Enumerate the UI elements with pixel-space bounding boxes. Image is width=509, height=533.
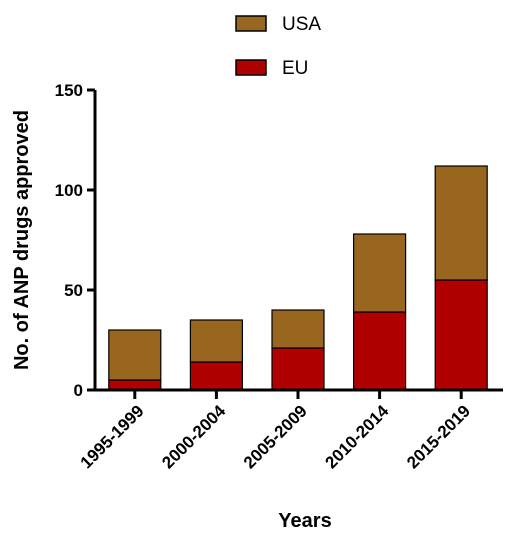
bars (108, 165, 488, 391)
bar-usa-2005-2009 (271, 309, 325, 349)
x-tick-label: 2015-2019 (403, 401, 474, 472)
bar-usa-2000-2004 (189, 319, 243, 363)
bar-eu-2015-2019 (434, 279, 488, 391)
y-tick-label: 0 (74, 381, 83, 400)
bar-usa-2010-2014 (353, 233, 407, 313)
x-tick-label: 2005-2009 (240, 401, 311, 472)
y-ticks: 0 50 100 150 (55, 81, 95, 400)
x-tick-label: 2010-2014 (321, 401, 392, 472)
y-tick-label: 100 (55, 181, 83, 200)
bar-eu-2000-2004 (189, 361, 243, 391)
y-tick-label: 150 (55, 81, 83, 100)
bar-eu-2005-2009 (271, 347, 325, 391)
x-tick-label: 1995-1999 (77, 401, 148, 472)
legend: USA EU (235, 14, 321, 79)
bar-usa-1995-1999 (108, 329, 162, 381)
bar-eu-2010-2014 (353, 311, 407, 391)
x-axis-title: Years (278, 510, 331, 532)
legend-swatch-usa (235, 15, 267, 32)
x-tick-label: 2000-2004 (158, 401, 229, 472)
legend-label-usa: USA (282, 14, 321, 35)
y-tick-label: 50 (64, 281, 83, 300)
y-axis-title: No. of ANP drugs approved (11, 110, 33, 370)
x-ticks: 1995-1999 2000-2004 2005-2009 2010-2014 2015… (77, 390, 474, 472)
legend-label-eu: EU (282, 58, 308, 79)
legend-swatch-eu (235, 59, 267, 76)
bar-usa-2015-2019 (434, 165, 488, 281)
